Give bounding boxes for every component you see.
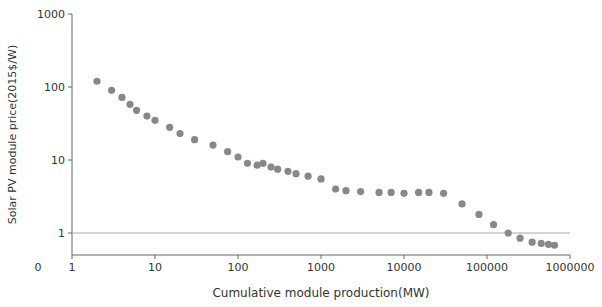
annotation: 0	[35, 261, 42, 274]
point	[505, 229, 512, 236]
point	[516, 235, 523, 242]
point	[143, 112, 150, 119]
point	[490, 221, 497, 228]
point	[292, 170, 299, 177]
x-tick-label: 100	[228, 261, 249, 274]
point	[191, 136, 198, 143]
point	[284, 168, 291, 175]
plot-area	[72, 78, 570, 249]
point	[267, 163, 274, 170]
point	[357, 188, 364, 195]
point	[400, 190, 407, 197]
y-tick-label: 10	[51, 154, 65, 167]
x-tick-label: 1000000	[546, 261, 595, 274]
point	[551, 242, 558, 249]
point	[388, 189, 395, 196]
point	[375, 189, 382, 196]
point	[332, 185, 339, 192]
y-axis-label: Solar PV module price(2015$/W)	[6, 45, 19, 224]
point	[118, 94, 125, 101]
point	[259, 160, 266, 167]
x-axis-label: Cumulative module production(MW)	[212, 286, 429, 300]
y-tick	[68, 160, 72, 161]
point	[538, 240, 545, 247]
point	[151, 117, 158, 124]
y-tick-label: 100	[44, 81, 65, 94]
y-tick-label: 1000	[37, 8, 65, 21]
point	[126, 101, 133, 108]
x-tick	[570, 255, 571, 259]
point	[415, 189, 422, 196]
point	[93, 78, 100, 85]
x-tick	[487, 255, 488, 259]
x-tick	[238, 255, 239, 259]
point	[224, 148, 231, 155]
point	[166, 124, 173, 131]
y-tick-label: 1	[58, 227, 65, 240]
point	[305, 173, 312, 180]
point	[133, 107, 140, 114]
point	[209, 142, 216, 149]
point	[176, 130, 183, 137]
reference-line	[72, 233, 570, 234]
x-tick-label: 1	[69, 261, 76, 274]
y-tick	[68, 233, 72, 234]
x-tick	[72, 255, 73, 259]
x-tick-label: 10000	[387, 261, 422, 274]
y-tick	[68, 14, 72, 15]
point	[475, 211, 482, 218]
x-tick-label: 1000	[307, 261, 335, 274]
x-tick	[155, 255, 156, 259]
point	[545, 241, 552, 248]
point	[274, 166, 281, 173]
chart: 1 10 100 1000 10000 100000 1000000 1 10 100 1000 Cu…	[0, 0, 602, 307]
x-tick	[404, 255, 405, 259]
x-tick-label: 100000	[466, 261, 508, 274]
point	[244, 160, 251, 167]
y-tick	[68, 87, 72, 88]
point	[425, 189, 432, 196]
x-tick	[321, 255, 322, 259]
point	[440, 190, 447, 197]
point	[234, 153, 241, 160]
y-axis-line	[72, 14, 73, 255]
x-tick-label: 10	[148, 261, 162, 274]
point	[317, 175, 324, 182]
point	[529, 239, 536, 246]
point	[342, 187, 349, 194]
point	[458, 200, 465, 207]
point	[108, 87, 115, 94]
